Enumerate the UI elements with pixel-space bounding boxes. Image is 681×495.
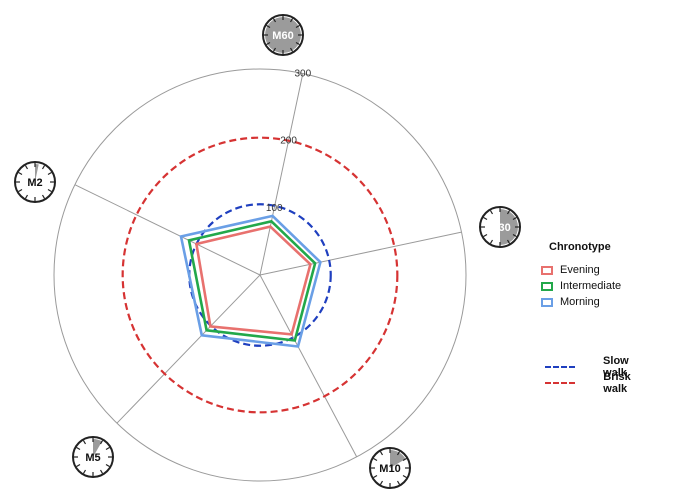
axis-line-m10 <box>259 274 358 458</box>
legend-swatch-evening <box>541 265 553 275</box>
legend-item-morning: Morning <box>541 295 600 309</box>
legend-label-evening: Evening <box>560 264 600 276</box>
clock-icon-m2: M2 <box>14 161 56 203</box>
legend-item-evening: Evening <box>541 263 600 277</box>
legend-label-morning: Morning <box>560 296 600 308</box>
legend-label-slow-walk: Slow walk <box>603 355 629 379</box>
series-polygon-evening <box>194 225 312 336</box>
legend-label-intermediate: Intermediate <box>560 280 622 292</box>
axis-clock-icons: M60 M30 M10 M5 M2 <box>14 14 521 489</box>
legend-swatch-morning <box>541 297 553 307</box>
axis-label-m2: M2 <box>27 177 42 189</box>
legend-line-brisk-walk <box>545 382 576 384</box>
axis-line-m60 <box>259 73 304 276</box>
legend-item-brisk-walk: Brisk walk <box>545 371 643 395</box>
legend-swatch-intermediate <box>541 281 553 291</box>
clock-icon-m5: M5 <box>72 436 114 478</box>
clock-icon-m10: M10 <box>369 447 411 489</box>
series-polygons <box>179 214 322 348</box>
radial-tick-label: 300 <box>294 69 311 80</box>
axis-line-m30 <box>259 231 462 276</box>
axis-line-m5 <box>116 274 261 424</box>
legend-label-brisk-walk: Brisk walk <box>603 371 631 395</box>
reference-circle-brisk-walk <box>121 136 399 414</box>
radial-tick-label: 200 <box>280 136 297 147</box>
axis-label-m10: M10 <box>379 463 400 475</box>
legend-title: Chronotype <box>549 241 611 253</box>
legend-item-slow-walk: Slow walk <box>545 355 641 379</box>
radial-tick-labels: 100 200 300 <box>266 69 312 214</box>
axis-label-m5: M5 <box>85 452 100 464</box>
axis-line-m2 <box>74 184 261 276</box>
clock-icon-m30: M30 <box>479 206 521 248</box>
clock-icon-m60: M60 <box>262 14 304 56</box>
radial-tick-label: 100 <box>266 203 283 214</box>
grid <box>53 68 467 482</box>
series-polygon-morning <box>179 214 322 348</box>
axis-label-m60: M60 <box>272 30 293 42</box>
legend-line-slow-walk <box>545 366 576 368</box>
axis-label-m30: M30 <box>489 222 510 234</box>
outer-circle <box>53 68 467 482</box>
legend-item-intermediate: Intermediate <box>541 279 621 293</box>
series-polygon-intermediate <box>187 219 317 342</box>
